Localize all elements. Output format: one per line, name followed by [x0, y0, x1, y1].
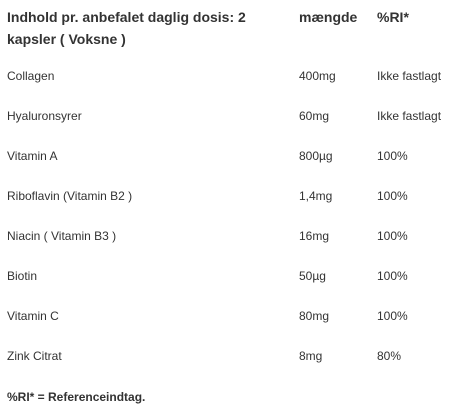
row-amount: 50µg — [299, 269, 326, 283]
row-ri: Ikke fastlagt — [377, 109, 442, 123]
row-ri: 100% — [377, 309, 408, 323]
row-ri: 100% — [377, 149, 408, 163]
row-name: Zink Citrat — [7, 349, 62, 363]
row-amount: 16mg — [299, 229, 330, 243]
row-ri: 80% — [377, 349, 402, 363]
table-row: Vitamin A 800µg 100% — [7, 136, 455, 176]
table-row: Biotin 50µg 100% — [7, 256, 455, 296]
row-amount: 8mg — [299, 349, 323, 363]
table-row: Hyaluronsyrer 60mg Ikke fastlagt — [7, 96, 455, 136]
row-amount: 80mg — [299, 309, 330, 323]
header-ri: %RI* — [377, 9, 409, 25]
row-amount: 800µg — [299, 149, 333, 163]
nutrition-table: Indhold pr. anbefalet daglig dosis: 2 ka… — [7, 6, 455, 376]
row-name: Hyaluronsyrer — [7, 109, 82, 123]
row-name: Collagen — [7, 69, 55, 83]
nutrition-table-container: Indhold pr. anbefalet daglig dosis: 2 ka… — [7, 6, 455, 376]
row-amount: 60mg — [299, 109, 330, 123]
row-name: Vitamin C — [7, 309, 59, 323]
table-header-row: Indhold pr. anbefalet daglig dosis: 2 ka… — [7, 6, 455, 56]
table-row: Collagen 400mg Ikke fastlagt — [7, 56, 455, 96]
header-ingredient: Indhold pr. anbefalet daglig dosis: 2 ka… — [7, 9, 246, 47]
row-name: Riboflavin (Vitamin B2 ) — [7, 189, 133, 203]
table-row: Riboflavin (Vitamin B2 ) 1,4mg 100% — [7, 176, 455, 216]
row-name: Biotin — [7, 269, 38, 283]
row-amount: 1,4mg — [299, 189, 333, 203]
table-row: Zink Citrat 8mg 80% — [7, 336, 455, 376]
row-ri: Ikke fastlagt — [377, 69, 442, 83]
row-name: Niacin ( Vitamin B3 ) — [7, 229, 117, 243]
header-amount: mængde — [299, 9, 358, 25]
row-amount: 400mg — [299, 69, 336, 83]
ri-footnote: %RI* = Referenceindtag. — [7, 390, 146, 404]
row-ri: 100% — [377, 269, 408, 283]
row-ri: 100% — [377, 189, 408, 203]
table-row: Vitamin C 80mg 100% — [7, 296, 455, 336]
row-name: Vitamin A — [7, 149, 58, 163]
row-ri: 100% — [377, 229, 408, 243]
table-row: Niacin ( Vitamin B3 ) 16mg 100% — [7, 216, 455, 256]
